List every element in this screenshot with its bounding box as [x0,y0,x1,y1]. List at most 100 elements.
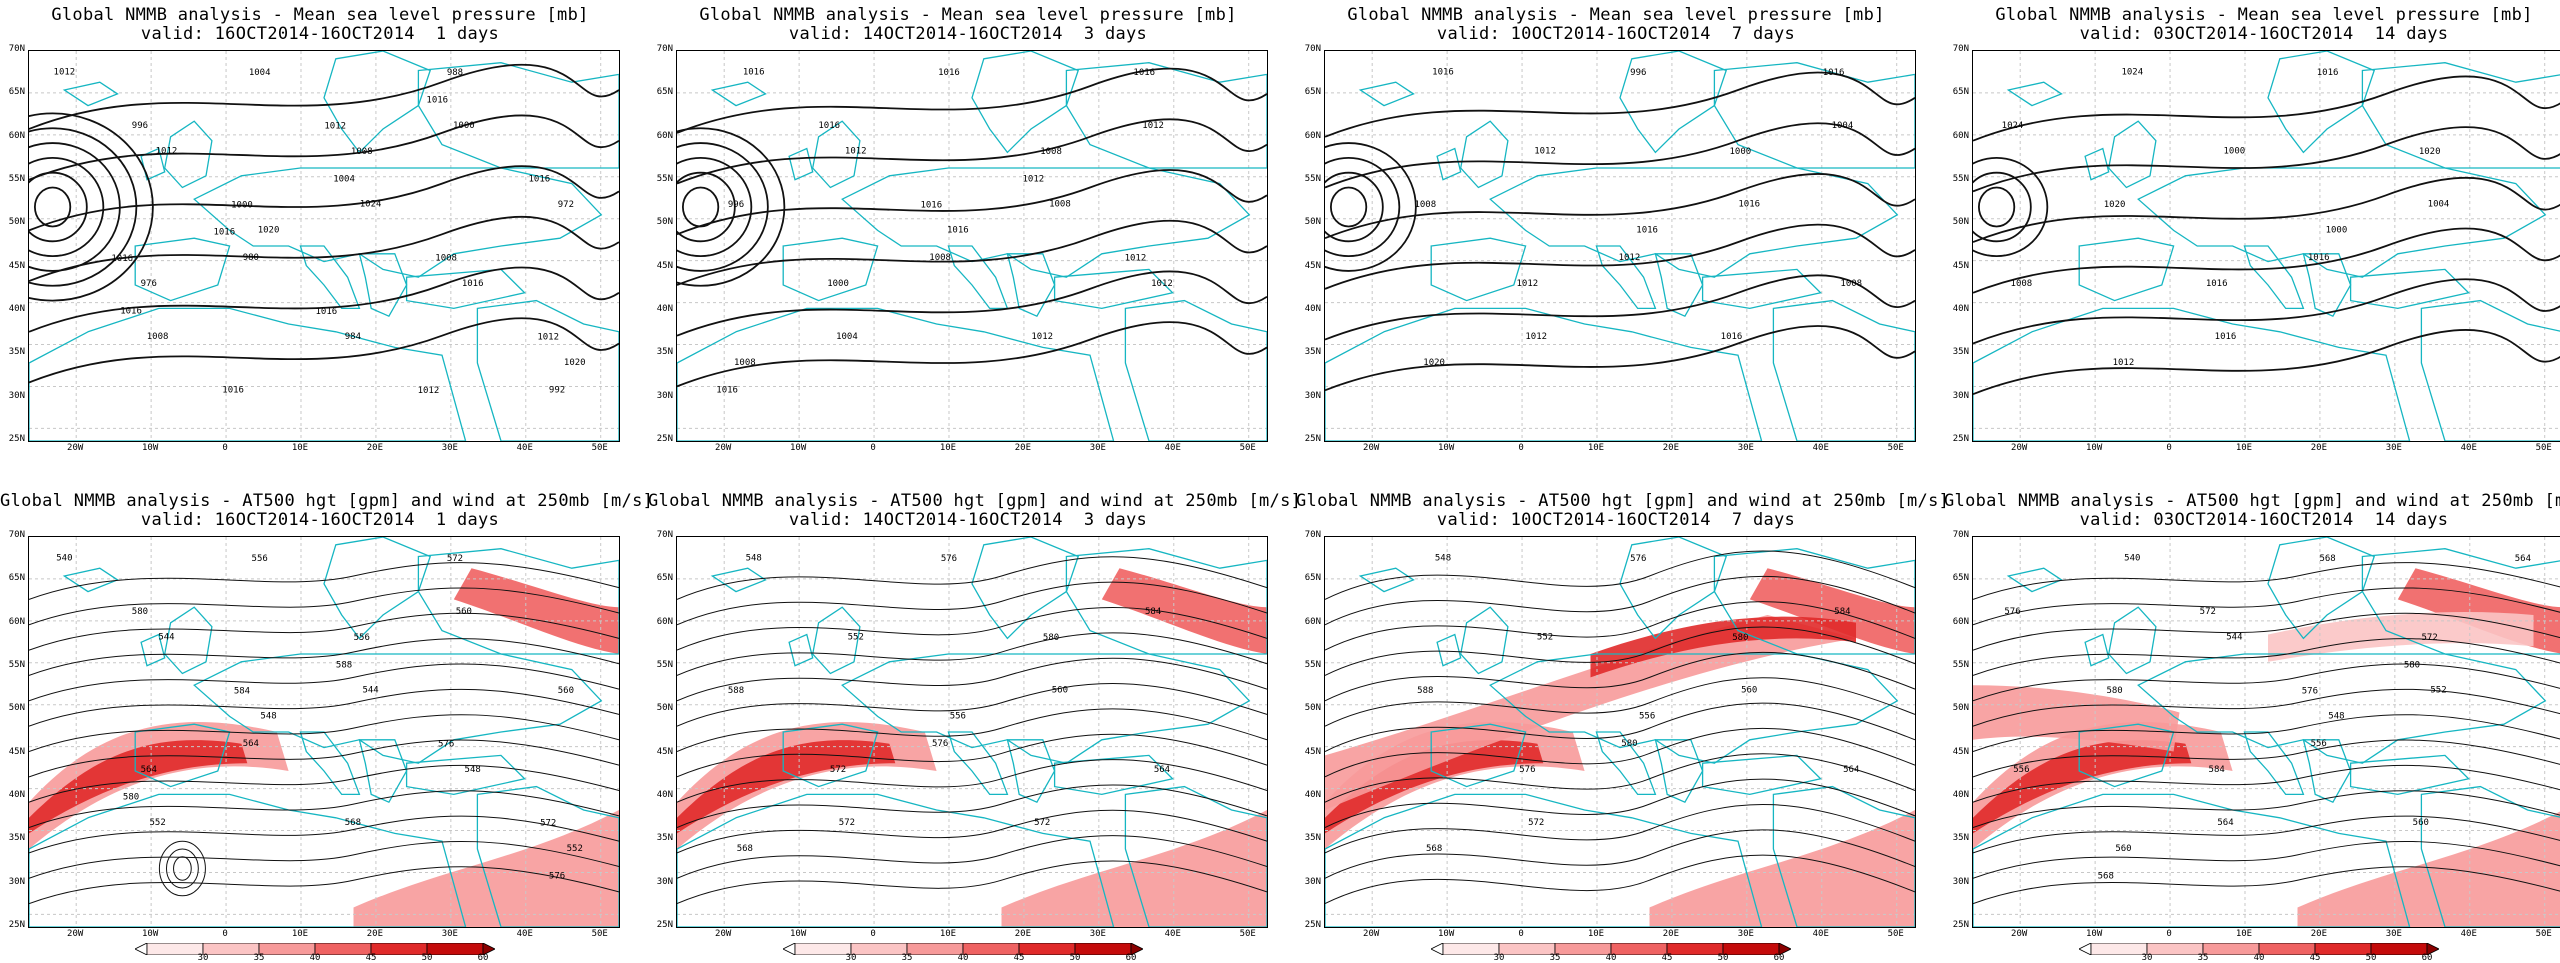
contour-label: 996 [728,200,744,210]
contour-label: 1012 [1151,279,1173,289]
longitude-label: 30E [1078,929,1118,939]
contour-label: 564 [243,739,259,749]
contour-label: 572 [839,818,855,828]
isobar [1973,173,2031,242]
latitude-label: 40N [3,304,25,314]
contour-label: 1004 [249,68,271,78]
latitude-label: 60N [1299,617,1321,627]
contour-label: 552 [848,633,864,643]
contour-label: 572 [830,765,846,775]
contour-label: 572 [2200,607,2216,617]
contour-label: 1016 [716,385,738,395]
contour-label: 1000 [2224,147,2246,157]
contour-label: 540 [2124,553,2140,563]
contour-label: 1012 [1125,253,1147,263]
contour-label: 996 [132,121,148,131]
longitude-label: 20E [2299,443,2339,453]
latitude-label: 70N [651,530,673,540]
longitude-label: 10W [778,929,818,939]
height-contour [677,658,1267,701]
contour-label: 580 [2404,660,2420,670]
mslp-panel: Global NMMB analysis - Mean sea level pr… [1296,0,1936,480]
contour-label: 1016 [818,121,840,131]
contour-label: 552 [1537,633,1553,643]
contour-label: 1024 [2002,121,2024,131]
contour-label: 1008 [1840,279,1862,289]
contour-label: 576 [1519,765,1535,775]
contour-label: 988 [447,68,463,78]
map-canvas: 5405445485525565605645685725765805845565… [1973,537,2560,927]
coastline [359,740,406,802]
jet-wind-shading [1650,810,1916,927]
isobar [1979,188,2014,227]
latitude-label: 25N [1947,434,1969,444]
colorbar-tick-label: 45 [2305,953,2325,963]
panel-valid-period: valid: 14OCT2014-16OCT2014 3 days [648,511,1288,530]
coastline [677,308,1114,441]
contour-label: 576 [941,554,957,564]
longitude-label: 10W [1426,443,1466,453]
latitude-label: 35N [1299,347,1321,357]
coastline [2008,568,2061,591]
contour-label: 1024 [2121,67,2143,77]
latitude-label: 55N [651,174,673,184]
latitude-label: 35N [1947,347,1969,357]
contour-label: 572 [1528,818,1544,828]
latitude-label: 65N [1299,87,1321,97]
latitude-label: 70N [1299,44,1321,54]
contour-label: 1012 [324,122,346,132]
longitude-label: 20E [1651,443,1691,453]
longitude-label: 20W [1999,929,2039,939]
wind-speed-colorbar [2079,940,2439,952]
colorbar-tick-label: 35 [1545,953,1565,963]
coastline [1360,82,1413,105]
contour-label: 1016 [462,279,484,289]
contour-label: 1000 [231,200,253,210]
latitude-label: 30N [3,391,25,401]
latitude-label: 30N [1947,877,1969,887]
contour-label: 548 [2328,712,2344,722]
coastline [1431,238,1525,300]
latitude-label: 70N [3,530,25,540]
contour-label: 580 [2106,686,2122,696]
latitude-label: 50N [3,703,25,713]
coastline [1703,755,1821,794]
height-contour [1973,816,2560,853]
coastline [64,568,117,591]
longitude-label: 40E [1153,929,1193,939]
coastline [2351,755,2469,794]
latitude-label: 60N [651,617,673,627]
latitude-label: 25N [1947,920,1969,930]
contour-label: 1000 [827,279,849,289]
latitude-label: 55N [1299,660,1321,670]
latitude-label: 25N [651,920,673,930]
latitude-label: 40N [1299,304,1321,314]
latitude-label: 50N [1299,703,1321,713]
contour-label: 1016 [2317,68,2339,78]
latitude-label: 55N [1947,660,1969,670]
longitude-label: 20E [2299,929,2339,939]
longitude-label: 10W [2074,929,2114,939]
contour-label: 560 [2115,844,2131,854]
longitude-label: 40E [505,929,545,939]
contour-label: 556 [2013,765,2029,775]
longitude-label: 30E [1726,929,1766,939]
longitude-label: 20E [355,443,395,453]
latitude-label: 55N [3,660,25,670]
contour-label: 1004 [836,332,858,342]
coastline [2109,121,2156,187]
contour-label: 1008 [147,332,169,342]
panel-valid-period: valid: 10OCT2014-16OCT2014 7 days [1296,511,1936,530]
isobar [1973,178,2560,242]
isobar [1325,173,1383,242]
latitude-label: 70N [1947,530,1969,540]
colorbar-tick-label: 40 [953,953,973,963]
contour-label: 556 [252,554,268,564]
latitude-label: 50N [651,703,673,713]
contour-label: 572 [2422,633,2438,643]
coastline [2085,149,2109,180]
coastline [1325,308,1762,441]
